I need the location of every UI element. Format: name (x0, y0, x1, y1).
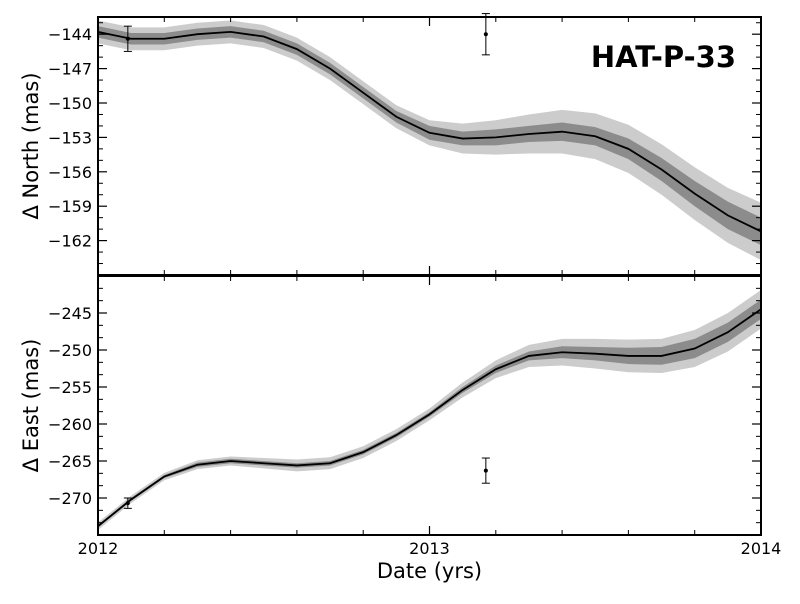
east-model-line (98, 308, 761, 527)
chart-title: HAT-P-33 (591, 40, 736, 74)
north-ytick-label-6: −162 (48, 232, 92, 251)
north-inner-band (98, 26, 761, 246)
east-ytick-label-2: −255 (48, 378, 92, 397)
north-model-line (98, 31, 761, 233)
east-data-point-0 (125, 501, 130, 506)
east-axes-frame (97, 275, 762, 536)
north-outer-band (98, 20, 761, 261)
north-ytick-label-4: −156 (48, 163, 92, 182)
north-ytick-label-2: −150 (48, 94, 92, 113)
north-ytick-label-1: −147 (48, 60, 92, 79)
east-ytick-label-1: −250 (48, 341, 92, 360)
xtick-label-1: 2013 (409, 539, 450, 558)
north-ytick-label-5: −159 (48, 197, 92, 216)
east-ytick-label-3: −260 (48, 415, 92, 434)
north-ytick-label-0: −144 (48, 25, 92, 44)
north-data-point-1 (483, 32, 488, 37)
east-outer-band (98, 290, 761, 530)
xtick-label-0: 2012 (78, 539, 119, 558)
east-ylabel: Δ East (mas) (19, 339, 43, 473)
east-ytick-label-0: −245 (48, 304, 92, 323)
north-ytick-label-3: −153 (48, 128, 92, 147)
east-ytick-label-5: −270 (48, 489, 92, 508)
north-data-point-0 (125, 36, 130, 41)
north-ylabel: Δ North (mas) (19, 72, 43, 219)
xtick-label-2: 2014 (741, 539, 782, 558)
east-data-point-1 (483, 468, 488, 473)
east-ytick-label-4: −265 (48, 452, 92, 471)
xlabel: Date (yrs) (377, 559, 482, 583)
